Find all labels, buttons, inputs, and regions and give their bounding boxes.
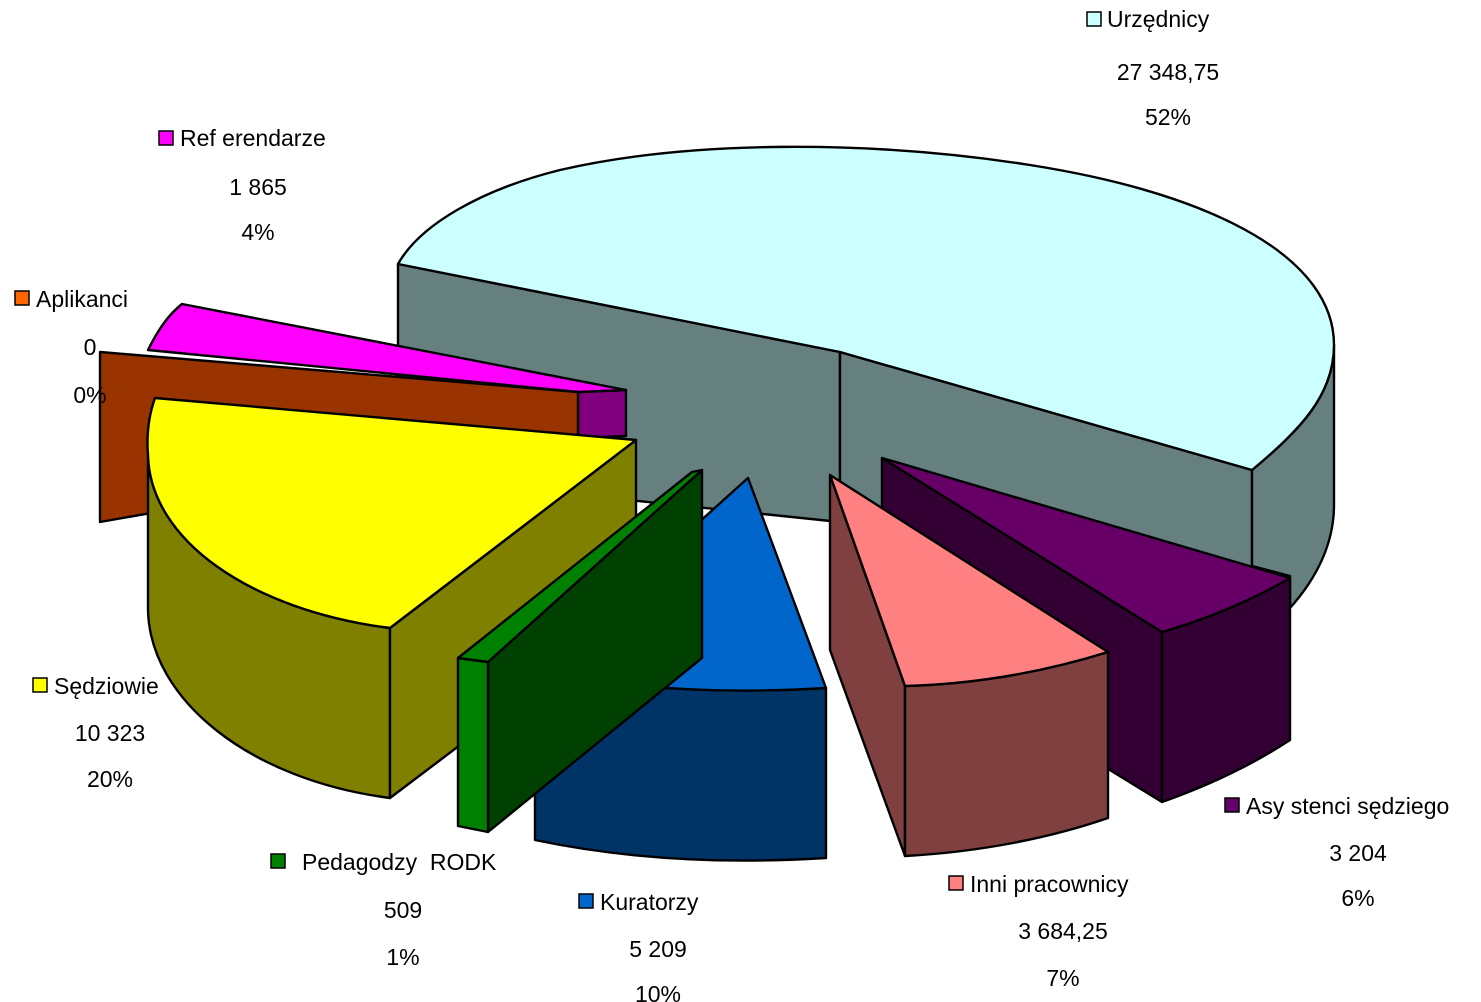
label-pedagodzy-value: 509	[384, 897, 422, 923]
label-pedagodzy-percent: 1%	[386, 944, 419, 970]
legend-key-kuratorzy	[578, 893, 594, 909]
label-aplikanci-name: Aplikanci	[36, 286, 128, 312]
slice-urzednicy-top	[396, 145, 1336, 472]
label-asystenci-name: Asy stenci sędziego	[1246, 793, 1449, 819]
legend-key-referendarze	[158, 130, 174, 146]
slice-referendarze	[146, 302, 628, 440]
slice-asystenci-top	[880, 456, 1292, 634]
legend-key-inni	[948, 875, 964, 891]
label-urzednicy-value: 27 348,75	[1117, 59, 1219, 85]
legend-key-pedagodzy	[270, 853, 286, 869]
label-sedziowie-percent: 20%	[87, 766, 133, 792]
slice-referendarze-side	[576, 388, 628, 440]
label-urzednicy-percent: 52%	[1145, 104, 1191, 130]
legend-key-aplikanci	[14, 290, 30, 306]
label-kuratorzy: Kuratorzy 5 209 10%	[578, 889, 699, 1002]
label-aplikanci-value: 0	[84, 334, 97, 360]
slice-inni	[828, 473, 1110, 858]
label-urzednicy-name: Urzędnicy	[1107, 6, 1210, 32]
label-urzednicy: Urzędnicy 27 348,75 52%	[1086, 6, 1219, 130]
label-inni-value: 3 684,25	[1018, 918, 1108, 944]
label-inni-percent: 7%	[1046, 965, 1079, 991]
label-inni-name: Inni pracownicy	[970, 871, 1129, 897]
label-kuratorzy-name: Kuratorzy	[600, 889, 699, 915]
label-sedziowie: Sędziowie 10 323 20%	[32, 673, 159, 792]
slice-pedagodzy-rim	[456, 656, 490, 834]
label-referendarze-percent: 4%	[241, 219, 274, 245]
legend-key-asystenci	[1224, 797, 1240, 813]
label-asystenci-percent: 6%	[1341, 885, 1374, 911]
slice-referendarze-top	[146, 302, 628, 394]
label-asystenci-value: 3 204	[1329, 840, 1387, 866]
legend-key-urzednicy	[1086, 11, 1102, 27]
label-kuratorzy-percent: 10%	[635, 981, 681, 1002]
legend-key-sedziowie	[32, 677, 48, 693]
label-aplikanci: Aplikanci 0 0%	[14, 286, 128, 408]
label-referendarze-name: Ref erendarze	[180, 125, 326, 151]
label-kuratorzy-value: 5 209	[629, 936, 687, 962]
label-referendarze: Ref erendarze 1 865 4%	[158, 125, 326, 245]
label-sedziowie-name: Sędziowie	[54, 673, 159, 699]
label-pedagodzy-name: Pedagodzy RODK	[302, 849, 497, 875]
label-pedagodzy: Pedagodzy RODK 509 1%	[270, 849, 497, 970]
slice-pedagodzy-top	[456, 468, 704, 664]
label-aplikanci-percent: 0%	[73, 382, 106, 408]
label-referendarze-value: 1 865	[229, 174, 287, 200]
slice-inni-top	[828, 473, 1110, 688]
slice-pedagodzy	[456, 468, 704, 834]
label-inni: Inni pracownicy 3 684,25 7%	[948, 871, 1129, 991]
label-asystenci: Asy stenci sędziego 3 204 6%	[1224, 793, 1449, 911]
label-sedziowie-value: 10 323	[75, 720, 145, 746]
slice-sedziowie-top	[146, 396, 638, 630]
